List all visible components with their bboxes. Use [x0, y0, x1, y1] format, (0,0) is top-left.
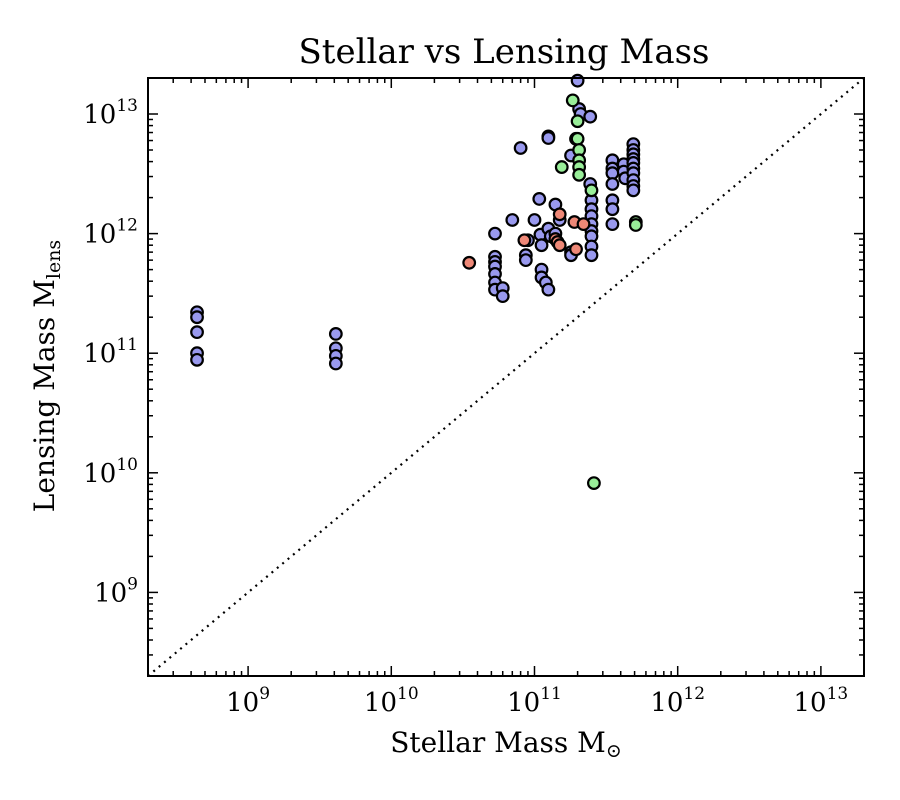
x-tick-base: 10 — [364, 688, 397, 718]
scatter-point — [565, 93, 580, 108]
scatter-point — [570, 131, 585, 146]
scatter-point — [587, 476, 601, 491]
x-tick-label: 1013 — [794, 684, 849, 718]
y-tick-label: 1010 — [83, 455, 138, 489]
scatter-point — [527, 213, 542, 227]
scatter-point — [541, 131, 556, 145]
series-2 — [462, 207, 591, 270]
scatter-point — [541, 282, 556, 297]
x-axis-label: Stellar Mass M⊙ — [390, 726, 622, 762]
x-tick-base: 10 — [650, 688, 683, 718]
scatter-point — [517, 233, 532, 248]
x-tick-label: 1011 — [507, 684, 562, 718]
scatter-point — [488, 226, 502, 241]
y-tick-label: 1013 — [83, 96, 138, 130]
x-tick-exponent: 13 — [827, 684, 849, 704]
scatter-point — [605, 177, 620, 191]
x-tick-exponent: 11 — [540, 684, 562, 704]
y-tick-exponent: 10 — [116, 455, 138, 475]
scatter-point — [518, 253, 533, 268]
y-tick-exponent: 9 — [127, 574, 138, 594]
series-1 — [190, 73, 641, 371]
scatter-point — [552, 238, 567, 253]
y-tick-label: 1011 — [83, 335, 138, 369]
x-tick-base: 10 — [794, 688, 827, 718]
scatter-point — [569, 242, 583, 257]
scatter-point — [532, 192, 547, 206]
scatter-point — [328, 327, 343, 341]
scatter-point — [190, 310, 204, 325]
scatter-point — [584, 183, 599, 198]
y-axis-label-main: Lensing Mass M — [28, 279, 61, 512]
scatter-point — [554, 160, 569, 174]
y-tick-label: 1012 — [83, 216, 138, 250]
scatter-point — [513, 141, 528, 155]
y-tick-exponent: 13 — [116, 96, 138, 116]
x-tick-label: 1012 — [650, 684, 705, 718]
y-tick-label: 109 — [94, 574, 138, 608]
y-axis-label: Lensing Mass Mlens — [28, 240, 65, 512]
scatter-point — [190, 325, 204, 340]
scatter-point — [495, 289, 510, 304]
y-tick-base: 10 — [94, 578, 127, 608]
scatter-point — [576, 217, 591, 232]
x-tick-base: 10 — [507, 688, 540, 718]
y-tick-exponent: 11 — [116, 335, 138, 355]
reference-line-one-to-one — [148, 78, 864, 676]
scatter-point — [626, 183, 641, 198]
scatter-point — [505, 213, 520, 227]
x-tick-exponent: 10 — [397, 684, 419, 704]
x-tick-label: 109 — [226, 684, 270, 718]
x-tick-base: 10 — [226, 688, 259, 718]
x-axis-ticks: 109 1010 1011 1012 1013 — [226, 78, 848, 718]
scatter-point — [570, 114, 585, 129]
scatter-point — [328, 356, 343, 371]
scatter-point — [570, 73, 585, 88]
scatter-point — [583, 109, 598, 124]
x-axis-label-main: Stellar Mass M — [390, 726, 606, 759]
plot-frame — [147, 77, 865, 677]
x-axis-label-symbol: ⊙ — [606, 740, 622, 762]
chart-title: Stellar vs Lensing Mass — [299, 32, 710, 72]
scatter-point — [584, 248, 599, 263]
x-tick-exponent: 12 — [683, 684, 705, 704]
scatter-point — [628, 218, 643, 232]
y-tick-base: 10 — [83, 100, 116, 130]
scatter-point — [534, 238, 549, 253]
y-tick-base: 10 — [83, 339, 116, 369]
series-3 — [554, 93, 643, 491]
y-axis-label-subscript: lens — [43, 240, 65, 279]
x-tick-label: 1010 — [364, 684, 419, 718]
scatter-point — [552, 207, 567, 222]
y-tick-exponent: 12 — [116, 216, 138, 236]
scatter-point — [572, 167, 587, 182]
scatter-point — [605, 202, 620, 217]
y-tick-base: 10 — [83, 459, 116, 489]
x-tick-exponent: 9 — [259, 684, 270, 704]
scatter-point — [462, 255, 477, 270]
y-tick-base: 10 — [83, 220, 116, 250]
scatter-point — [190, 352, 204, 367]
scatter-point — [605, 217, 620, 232]
